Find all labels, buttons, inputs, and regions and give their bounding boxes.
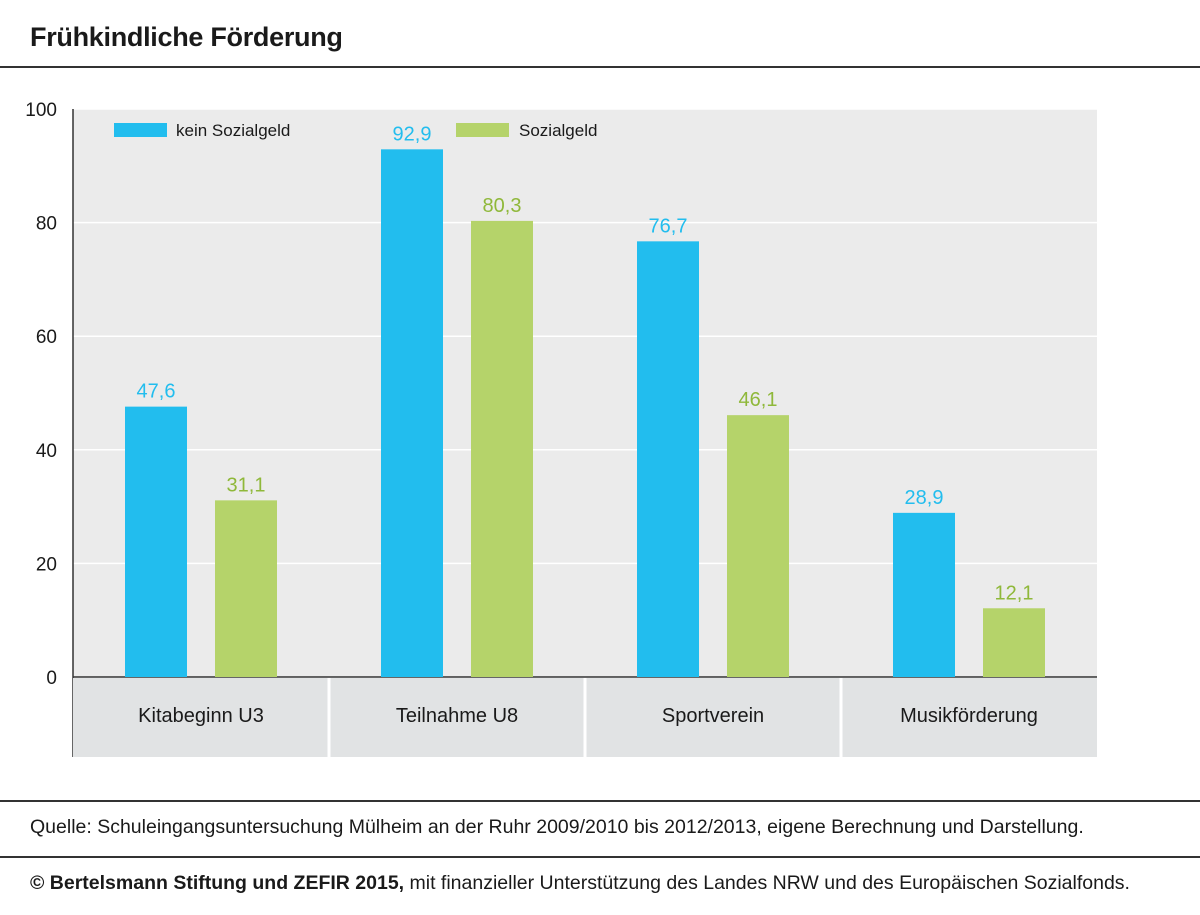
source-divider: [0, 800, 1200, 802]
data-label: 12,1: [995, 582, 1034, 604]
y-tick-label: 100: [25, 100, 57, 121]
copyright-holder: © Bertelsmann Stiftung und ZEFIR 2015,: [30, 872, 405, 894]
data-label: 80,3: [483, 195, 522, 217]
legend-label: Sozialgeld: [519, 121, 597, 140]
funding-note: mit finanzieller Unterstützung des Lande…: [404, 872, 1130, 894]
category-cell: [73, 678, 328, 757]
category-cell: [842, 678, 1097, 757]
data-label: 76,7: [649, 215, 688, 237]
bar-kein-sozialgeld: [381, 149, 443, 677]
data-label: 28,9: [905, 487, 944, 509]
bar-chart: 0 20 40 60 80 100 Kitabeginn U3 Teilnahme U8 Spo…: [25, 100, 1097, 757]
data-label: 92,9: [393, 123, 432, 145]
category-cell: [586, 678, 840, 757]
legend-swatch: [456, 123, 509, 137]
legend-label: kein Sozialgeld: [176, 121, 290, 140]
legend-swatch: [114, 123, 167, 137]
bar-kein-sozialgeld: [893, 512, 955, 677]
data-label: 46,1: [739, 389, 778, 411]
data-label: 47,6: [137, 381, 176, 403]
x-category-label: Sportverein: [662, 705, 764, 727]
footer-divider: [0, 856, 1200, 858]
y-tick-label: 20: [36, 554, 57, 575]
x-category-label: Musikförderung: [900, 705, 1038, 727]
top-divider: [0, 66, 1200, 68]
bar-sozialgeld: [471, 220, 533, 677]
x-category-label: Kitabeginn U3: [138, 705, 264, 727]
copyright-footer: © Bertelsmann Stiftung und ZEFIR 2015, m…: [30, 872, 1130, 895]
data-label: 31,1: [227, 474, 266, 496]
bar-kein-sozialgeld: [125, 406, 187, 677]
chart-title: Frühkindliche Förderung: [30, 22, 343, 52]
y-tick-label: 80: [36, 214, 57, 235]
bar-sozialgeld: [215, 500, 277, 677]
x-category-label: Teilnahme U8: [396, 705, 518, 727]
category-cell: [330, 678, 584, 757]
source-note: Quelle: Schuleingangsuntersuchung Mülhei…: [30, 816, 1084, 838]
y-tick-label: 40: [36, 441, 57, 462]
bar-sozialgeld: [983, 608, 1045, 677]
y-tick-label: 60: [36, 327, 57, 348]
y-tick-label: 0: [46, 668, 57, 689]
bar-kein-sozialgeld: [637, 241, 699, 677]
bar-sozialgeld: [727, 415, 789, 677]
